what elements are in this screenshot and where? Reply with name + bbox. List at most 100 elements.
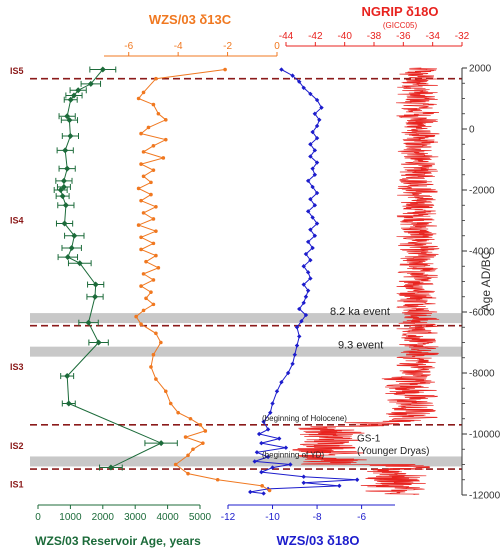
reservoir-point (62, 202, 69, 209)
d13c-point (149, 365, 153, 369)
d13c-point (163, 389, 168, 394)
d18o-point (261, 419, 266, 424)
event-label: (beginning of Holocene) (262, 414, 347, 423)
d13c-point (191, 447, 195, 452)
d13c-point (161, 156, 166, 160)
d18o-point (317, 117, 322, 123)
reservoir-tick-label: 2000 (92, 512, 115, 523)
d13c-point (144, 259, 148, 264)
d18o-point (314, 190, 320, 196)
d13c-point (186, 471, 190, 476)
d13c-point (151, 278, 156, 282)
d18o-point (312, 233, 318, 238)
d13c-point (154, 229, 158, 233)
d13c-point (136, 223, 141, 227)
d13c-line (135, 69, 270, 491)
d13c-point (154, 331, 158, 336)
ngrip-axis-sublabel: (GICC05) (383, 21, 418, 30)
age-tick-label: -12000 (469, 491, 500, 502)
reservoir-point (64, 165, 71, 172)
d13c-point (139, 198, 143, 203)
reservoir-point (60, 177, 67, 184)
d18o-point (261, 491, 266, 496)
reservoir-point (59, 193, 66, 200)
d13c-point (139, 131, 143, 136)
reservoir-axis: 0 1000 2000 3000 4000 5000 WZS/03 Reservoir A… (35, 504, 212, 548)
reservoir-point (87, 80, 94, 87)
stage-labels: IS5 IS4 IS3 IS2 IS1 (10, 66, 24, 489)
ngrip-tick-label: -42 (308, 31, 323, 42)
age-tick-label: 2000 (469, 64, 492, 75)
ngrip-line (292, 67, 440, 496)
d18o-point (308, 142, 313, 147)
d18o-point (288, 462, 293, 467)
age-tick-label: -2000 (469, 186, 495, 197)
d18o-point (314, 160, 320, 165)
d13c-point (151, 302, 156, 307)
d18o-point (248, 489, 253, 495)
d18o-tick-label: -8 (313, 512, 322, 523)
reservoir-tick-label: 5000 (189, 512, 212, 523)
reservoir-point (99, 66, 106, 73)
d18o-point (265, 454, 271, 460)
d13c-point (151, 102, 156, 107)
reservoir-point (75, 87, 82, 94)
d13c-point (154, 76, 158, 81)
d18o-point (254, 450, 260, 455)
reservoir-point (67, 96, 74, 103)
d18o-point (314, 221, 320, 226)
d18o-point (297, 306, 302, 312)
d18o-point (301, 300, 306, 306)
d18o-point (305, 239, 311, 245)
d18o-point (294, 325, 300, 330)
event-band (30, 313, 462, 324)
d13c-point (163, 137, 168, 142)
d13c-point (173, 462, 178, 467)
d13c-point (176, 410, 180, 415)
d13c-point (198, 423, 203, 427)
d18o-point (252, 459, 257, 464)
d18o-point (279, 67, 284, 72)
ngrip-tick-label: -34 (425, 31, 440, 42)
d13c-point (139, 284, 143, 288)
d13c-point (149, 180, 153, 185)
d18o-point (301, 480, 306, 485)
d18o-point (268, 410, 273, 415)
d18o-point (308, 257, 313, 263)
d13c-point (146, 125, 151, 130)
stage-label: IS2 (10, 441, 24, 451)
d13c-point (151, 143, 156, 148)
d13c-point (168, 401, 173, 406)
reservoir-tick-label: 3000 (124, 512, 147, 523)
reservoir-point (57, 187, 64, 193)
d18o-tick-label: -12 (221, 512, 236, 523)
d13c-point (183, 435, 188, 439)
event-labels: 8.2 ka event 9.3 event (beginning of Holoc… (262, 306, 429, 459)
d18o-point (310, 184, 315, 190)
d18o-point (277, 436, 282, 441)
reservoir-point (107, 464, 114, 471)
d13c-point (188, 416, 193, 421)
reservoir-point (61, 220, 68, 227)
d18o-point (310, 166, 315, 171)
d18o-point (308, 227, 313, 232)
d18o-point (297, 79, 302, 84)
d18o-point (292, 352, 297, 357)
d18o-point (290, 361, 295, 367)
d13c-point (223, 67, 227, 72)
d13c-point (134, 314, 138, 319)
age-tick-label: -10000 (469, 430, 500, 441)
d18o-point (308, 196, 313, 202)
d13c-series (134, 67, 272, 493)
d13c-point (154, 377, 158, 381)
d18o-point (337, 483, 342, 489)
reservoir-tick-label: 1000 (59, 512, 82, 523)
ngrip-tick-label: -32 (455, 31, 470, 42)
d18o-point (312, 172, 318, 177)
d18o-point (312, 111, 318, 116)
d13c-point (149, 290, 153, 294)
d18o-point (305, 288, 311, 293)
event-label: (beginning of YD) (262, 450, 324, 459)
d18o-point (305, 270, 311, 275)
d18o-point (285, 370, 291, 376)
